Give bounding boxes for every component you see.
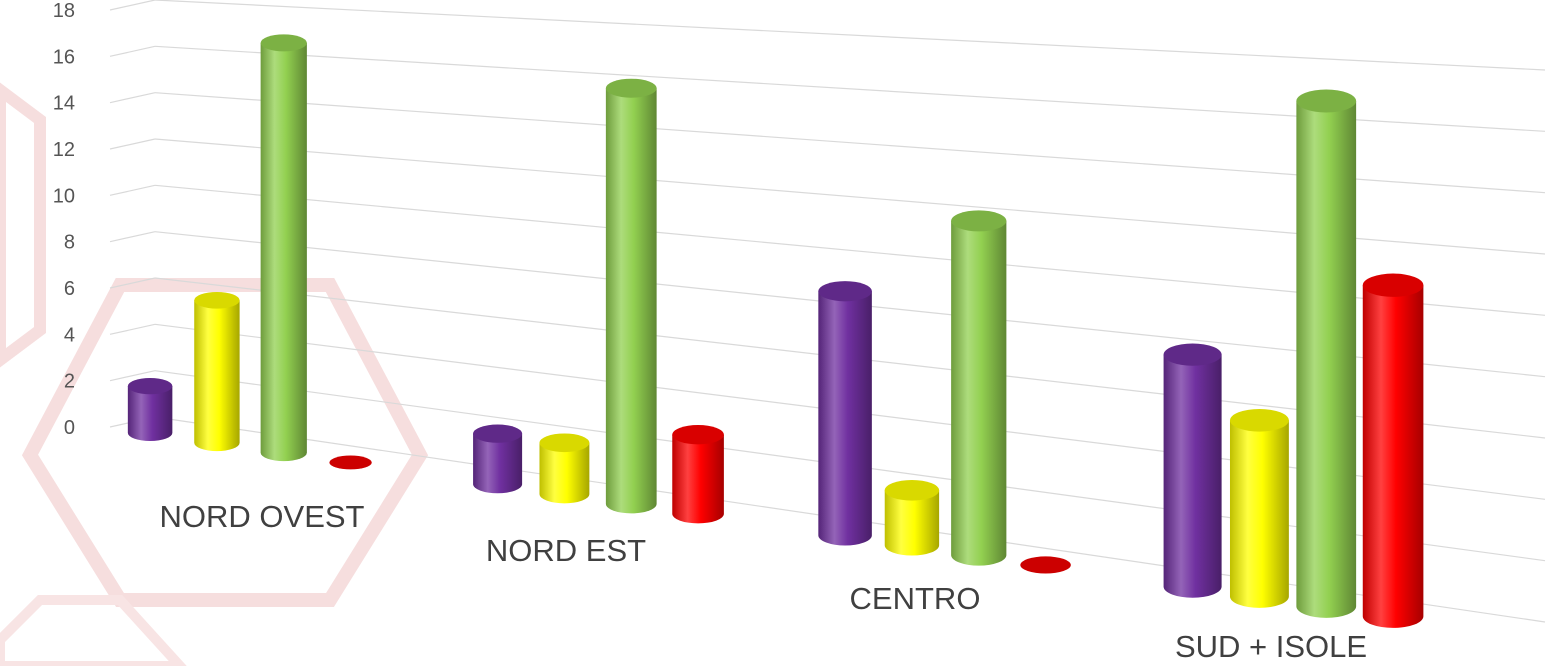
y-tick-label: 6 bbox=[64, 278, 75, 300]
bar bbox=[539, 433, 590, 504]
bar bbox=[1362, 273, 1424, 628]
y-tick-label: 10 bbox=[53, 185, 75, 207]
gridline-side bbox=[109, 370, 156, 382]
y-tick-label: 12 bbox=[53, 139, 75, 161]
y-tick-label: 0 bbox=[64, 417, 75, 439]
bar bbox=[260, 34, 307, 462]
gridline-side bbox=[109, 0, 156, 11]
gridline-side bbox=[109, 184, 156, 196]
bar bbox=[473, 424, 523, 494]
gridline-side bbox=[109, 323, 156, 335]
x-axis: NORD OVEST NORD EST CENTRO SUD + ISOLE bbox=[160, 499, 1368, 664]
bar bbox=[1163, 343, 1222, 598]
bar bbox=[884, 479, 940, 556]
gridline-side bbox=[109, 45, 156, 57]
bar bbox=[194, 292, 240, 452]
gridline bbox=[154, 0, 1546, 71]
gridline-side bbox=[109, 277, 156, 289]
bar bbox=[127, 378, 173, 442]
bar bbox=[672, 425, 724, 524]
gridline-side bbox=[109, 92, 156, 104]
y-tick-label: 4 bbox=[64, 324, 75, 346]
y-tick-label: 8 bbox=[64, 232, 75, 254]
bars bbox=[127, 34, 1424, 628]
y-axis: 0 2 4 6 8 10 12 14 16 18 bbox=[53, 0, 75, 439]
bar bbox=[1229, 409, 1289, 608]
bar bbox=[1296, 89, 1357, 618]
bar bbox=[605, 78, 657, 514]
gridline-side bbox=[109, 231, 156, 243]
y-tick-label: 2 bbox=[64, 371, 75, 393]
category-label: CENTRO bbox=[850, 581, 981, 616]
y-tick-label: 14 bbox=[53, 93, 75, 115]
y-tick-label: 16 bbox=[53, 46, 75, 68]
y-tick-label: 18 bbox=[53, 0, 75, 22]
bar bbox=[329, 455, 372, 470]
bar bbox=[818, 281, 872, 546]
category-label: NORD EST bbox=[486, 533, 646, 568]
category-label: NORD OVEST bbox=[160, 499, 365, 534]
bar bbox=[951, 210, 1007, 566]
category-label: SUD + ISOLE bbox=[1175, 629, 1367, 664]
gridline-side bbox=[109, 138, 156, 150]
bar bbox=[1020, 556, 1071, 574]
background-hexagon-decoration bbox=[0, 82, 429, 666]
